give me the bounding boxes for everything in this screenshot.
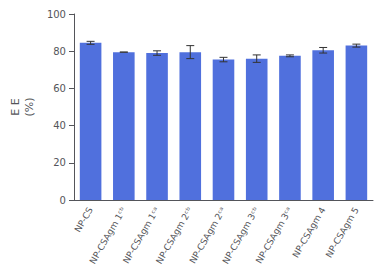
svg-text:(%): (%): [23, 97, 36, 116]
svg-text:NP-CSAgm 3ᶜᵇ: NP-CSAgm 3ᶜᵇ: [220, 205, 261, 266]
svg-text:NP-CSAgm 5: NP-CSAgm 5: [324, 205, 361, 259]
svg-text:E E: E E: [9, 98, 22, 115]
svg-text:NP-CSAgm 2ᶜᵃ: NP-CSAgm 2ᶜᵃ: [187, 205, 227, 265]
svg-text:NP-CSAgm 2ᶜᵇ: NP-CSAgm 2ᶜᵇ: [154, 205, 195, 266]
svg-text:100: 100: [47, 9, 66, 20]
svg-text:60: 60: [53, 83, 66, 94]
svg-text:NP-CSAgm 1ᶜᵇ: NP-CSAgm 1ᶜᵇ: [87, 205, 129, 266]
svg-text:80: 80: [53, 46, 66, 57]
svg-text:NP-CSAgm 4: NP-CSAgm 4: [291, 205, 328, 259]
svg-text:NP-CSAgm 3ᶜᵃ: NP-CSAgm 3ᶜᵃ: [254, 205, 294, 265]
svg-text:0: 0: [60, 195, 66, 206]
svg-text:NP-CSAgm 1ᶜᵃ: NP-CSAgm 1ᶜᵃ: [121, 205, 161, 265]
svg-text:40: 40: [53, 120, 66, 131]
svg-text:NP-CS: NP-CS: [73, 205, 95, 234]
svg-text:20: 20: [53, 157, 66, 168]
